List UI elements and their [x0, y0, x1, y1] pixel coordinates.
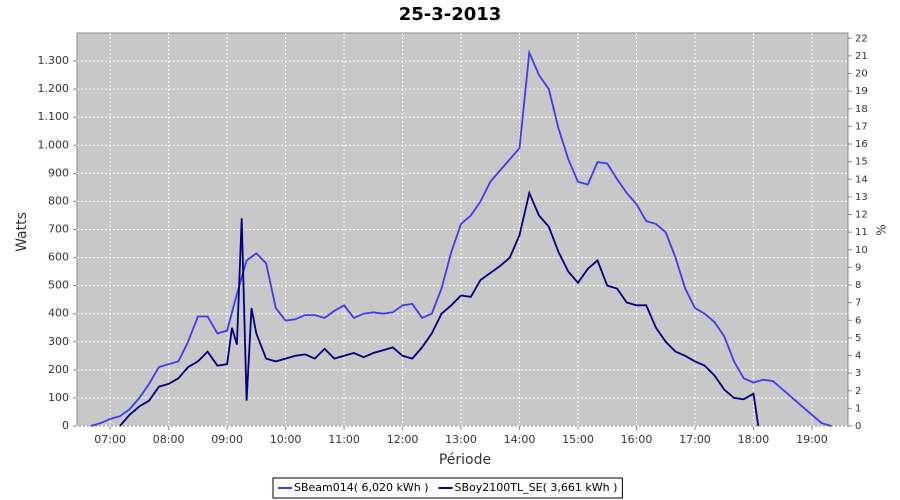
y-tick-label: 0	[62, 419, 69, 432]
y2-tick-label: 1	[855, 403, 861, 414]
y2-axis-label: %	[875, 224, 889, 235]
y2-tick-label: 14	[855, 174, 868, 185]
y2-tick-label: 17	[855, 121, 868, 132]
y2-tick-label: 21	[855, 51, 868, 62]
y2-tick-label: 2	[855, 386, 861, 397]
legend-label: SBoy2100TL_SE( 3,661 kWh )	[455, 481, 618, 494]
y-tick-label: 1.100	[38, 110, 70, 123]
y2-tick-label: 20	[855, 69, 868, 80]
y2-tick-label: 0	[855, 421, 861, 432]
x-tick-label: 07:00	[94, 433, 126, 446]
y-tick-label: 1.200	[38, 82, 70, 95]
y2-tick-label: 3	[855, 368, 861, 379]
y2-tick-label: 15	[855, 157, 868, 168]
y-tick-label: 500	[48, 279, 69, 292]
y-tick-label: 200	[48, 363, 69, 376]
y2-tick-label: 22	[855, 33, 868, 44]
y-tick-label: 100	[48, 391, 69, 404]
x-tick-label: 13:00	[445, 433, 477, 446]
legend-label: SBeam014( 6,020 kWh )	[294, 481, 429, 494]
x-tick-label: 15:00	[562, 433, 594, 446]
y-tick-label: 1.300	[38, 54, 70, 67]
y2-tick-label: 8	[855, 280, 861, 291]
y2-tick-label: 7	[855, 298, 861, 309]
y2-tick-label: 18	[855, 104, 868, 115]
chart-title: 25-3-2013	[399, 4, 502, 25]
y-tick-label: 400	[48, 307, 69, 320]
x-tick-label: 18:00	[738, 433, 770, 446]
y2-tick-label: 19	[855, 86, 868, 97]
x-tick-label: 17:00	[679, 433, 711, 446]
y-tick-label: 800	[48, 194, 69, 207]
y2-tick-label: 4	[855, 351, 861, 362]
y-tick-label: 300	[48, 335, 69, 348]
y2-tick-label: 5	[855, 333, 861, 344]
series-line	[119, 190, 760, 427]
y-tick-label: 700	[48, 223, 69, 236]
y-axis-label: Watts	[14, 212, 30, 252]
y2-tick-label: 12	[855, 210, 868, 221]
y2-tick-label: 11	[855, 227, 868, 238]
x-tick-label: 08:00	[153, 433, 185, 446]
x-axis-label: Période	[439, 452, 491, 468]
x-tick-label: 14:00	[504, 433, 536, 446]
x-tick-label: 10:00	[270, 433, 302, 446]
x-tick-label: 09:00	[211, 433, 243, 446]
y2-tick-label: 13	[855, 192, 868, 203]
y2-tick-label: 10	[855, 245, 868, 256]
y2-tick-label: 9	[855, 262, 861, 273]
x-tick-label: 12:00	[387, 433, 419, 446]
x-tick-label: 11:00	[328, 433, 360, 446]
y2-tick-label: 16	[855, 139, 868, 150]
y-tick-label: 900	[48, 166, 69, 179]
legend: SBeam014( 6,020 kWh ) SBoy2100TL_SE( 3,66…	[272, 477, 623, 499]
y-tick-label: 600	[48, 251, 69, 264]
y-tick-label: 1.000	[38, 138, 70, 151]
x-tick-label: 19:00	[796, 433, 828, 446]
series-line	[90, 49, 832, 427]
y2-tick-label: 6	[855, 315, 861, 326]
x-tick-label: 16:00	[621, 433, 653, 446]
